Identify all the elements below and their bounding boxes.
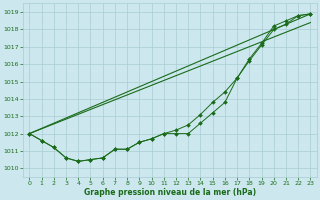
X-axis label: Graphe pression niveau de la mer (hPa): Graphe pression niveau de la mer (hPa) — [84, 188, 256, 197]
